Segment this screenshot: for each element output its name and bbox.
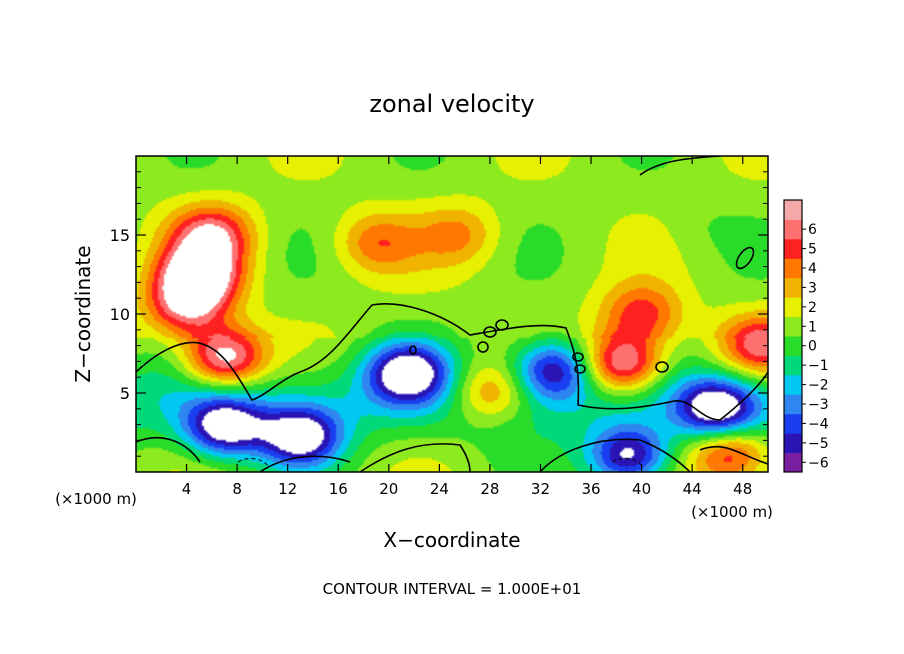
colorbar-swatch <box>784 336 802 356</box>
colorbar-label: 5 <box>808 242 817 258</box>
small-contour-d <box>572 352 584 362</box>
colorbar-label: −2 <box>808 378 829 394</box>
contour-lines <box>136 156 768 472</box>
colorbar-swatch <box>784 433 802 454</box>
dashed-contour-b <box>611 458 643 467</box>
x-tick-label: 24 <box>430 480 449 498</box>
colorbar-label: −3 <box>808 397 829 413</box>
colorbar-swatch <box>784 258 802 279</box>
colorbar-label: −6 <box>808 455 829 471</box>
small-contour-b <box>495 319 509 331</box>
colorbar-swatch <box>784 200 802 220</box>
colorbar-label: −1 <box>808 358 829 374</box>
colorbar-swatch <box>784 316 802 337</box>
x-tick-label: 8 <box>232 480 242 498</box>
plot-area <box>136 156 768 472</box>
y-tick-label: 5 <box>120 384 130 403</box>
colorbar-frame <box>783 199 803 473</box>
dashed-contour-a <box>237 458 269 467</box>
colorbar-label: −4 <box>808 416 829 432</box>
x-tick-label: 44 <box>683 480 702 498</box>
colorbar: −6 −5 −4 −3 −2 −1 0 1 2 3 4 5 6 <box>783 199 829 473</box>
contour-interval-note: CONTOUR INTERVAL = 1.000E+01 <box>323 580 582 598</box>
small-contour-g <box>735 246 755 270</box>
colorbar-swatch <box>784 413 802 434</box>
colorbar-swatch <box>784 219 802 240</box>
colorbar-label: 6 <box>808 222 817 238</box>
colorbar-label: 2 <box>808 300 817 316</box>
zero-contour-low-left <box>136 303 768 421</box>
colorbar-swatch <box>784 277 802 298</box>
colorbar-swatch <box>784 238 802 259</box>
small-contour-c <box>477 341 489 353</box>
colorbar-label: 1 <box>808 319 817 335</box>
y-tick-label: 10 <box>110 305 130 324</box>
y-axis: 5 10 15 <box>110 171 768 457</box>
colorbar-label: 0 <box>808 339 817 355</box>
x-unit-left: (×1000 m) <box>55 490 137 508</box>
y-tick-label: 15 <box>110 226 130 245</box>
x-axis: 4 8 12 16 20 24 28 32 36 40 44 48 <box>182 156 752 498</box>
colorbar-swatch <box>784 374 802 395</box>
small-contour-a <box>483 326 497 338</box>
x-tick-label: 48 <box>733 480 752 498</box>
x-tick-label: 28 <box>480 480 499 498</box>
x-tick-label: 16 <box>329 480 348 498</box>
x-tick-label: 4 <box>182 480 192 498</box>
colorbar-swatch <box>784 355 802 376</box>
zonal-velocity-field <box>136 156 768 472</box>
colorbar-swatch <box>784 394 802 415</box>
small-contour-f <box>409 345 417 355</box>
x-tick-label: 32 <box>531 480 550 498</box>
colorbar-label: 4 <box>808 261 817 277</box>
colorbar-label: 3 <box>808 280 817 296</box>
colorbar-swatch <box>784 297 802 318</box>
x-tick-label: 40 <box>632 480 651 498</box>
y-axis-label: Z−coordinate <box>71 245 95 382</box>
x-tick-label: 36 <box>581 480 600 498</box>
x-tick-label: 20 <box>379 480 398 498</box>
small-contour-h <box>655 361 669 373</box>
chart-title: zonal velocity <box>369 90 534 118</box>
small-contour-e <box>574 364 586 374</box>
zero-contour-bottom <box>136 437 768 472</box>
x-unit-right: (×1000 m) <box>691 503 773 521</box>
colorbar-label: −5 <box>808 436 829 452</box>
colorbar-swatch <box>784 452 802 473</box>
x-tick-label: 12 <box>278 480 297 498</box>
x-axis-label: X−coordinate <box>383 528 520 552</box>
